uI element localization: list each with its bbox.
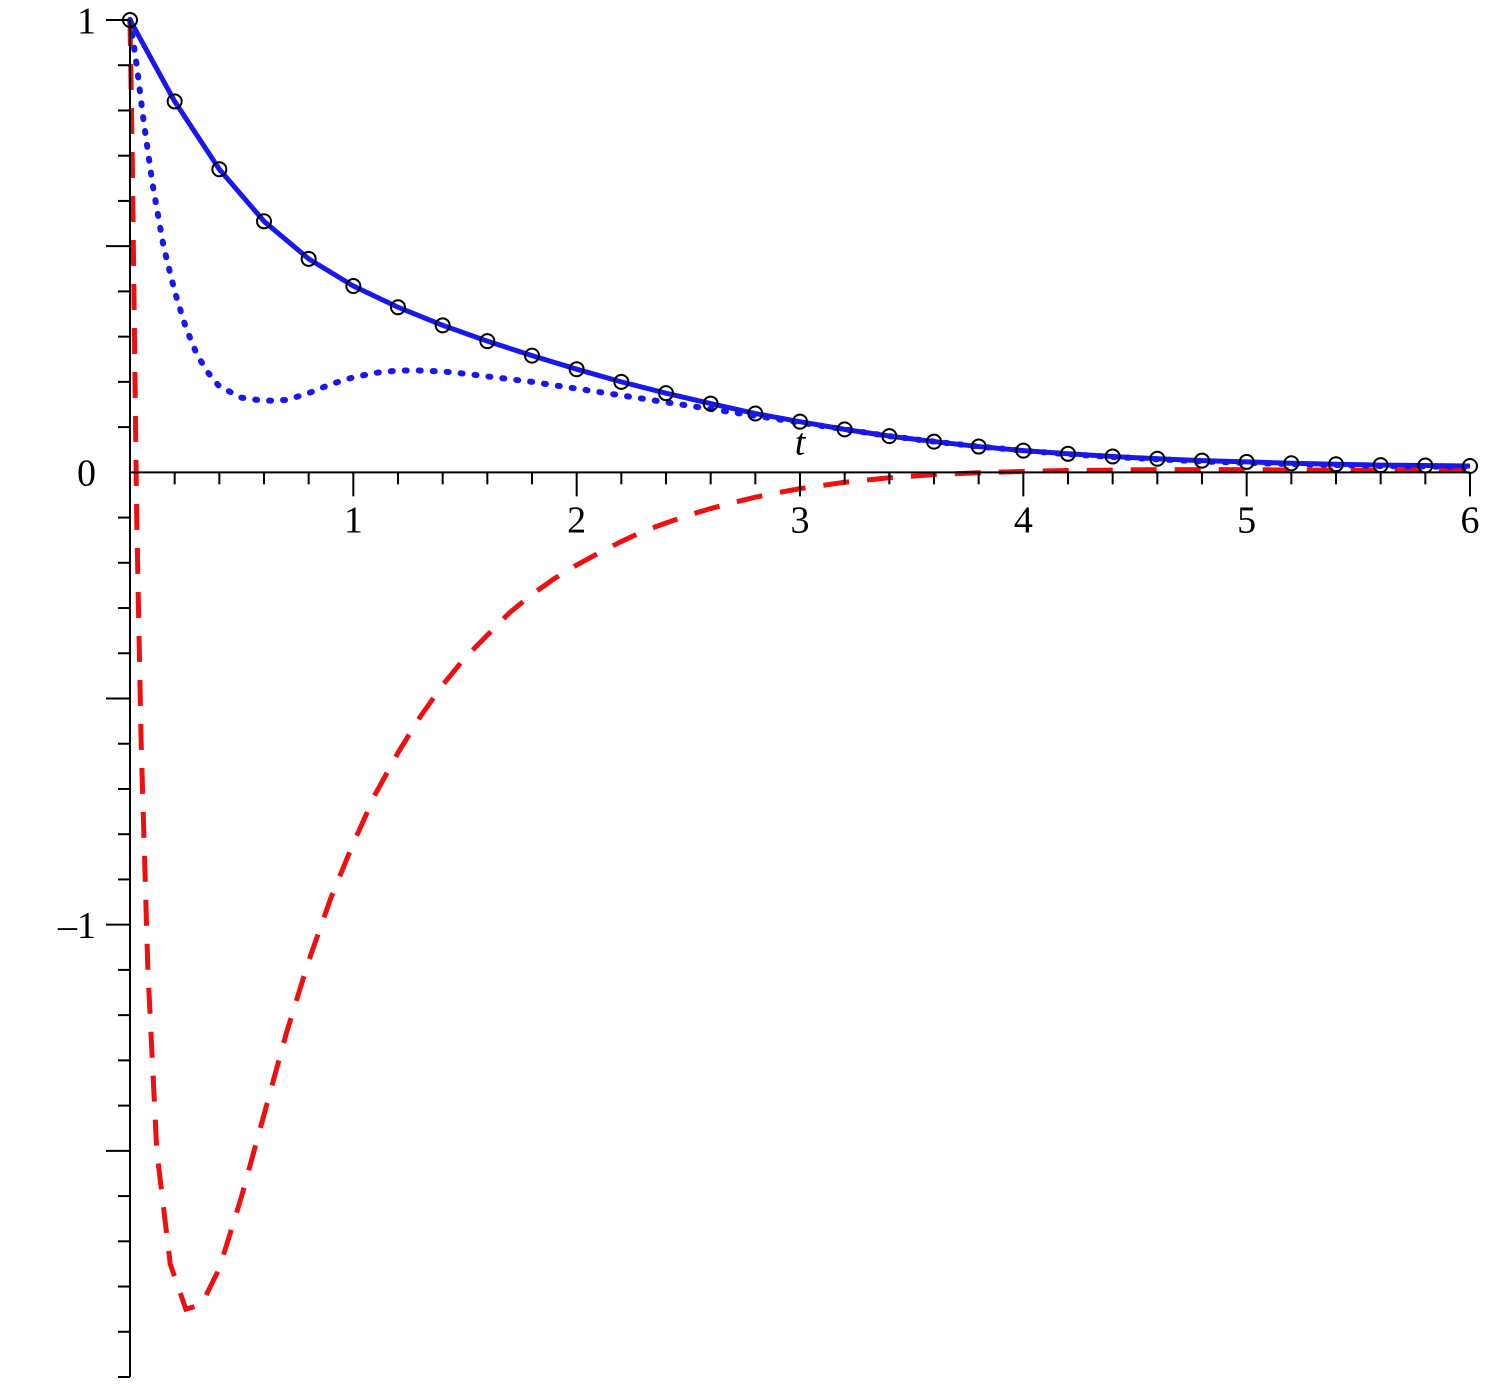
y-tick-label: 1 — [77, 0, 96, 42]
x-tick-label: 1 — [344, 499, 363, 541]
x-tick-label: 4 — [1014, 499, 1033, 541]
chart-container: 1 2 3 4 5 6 t –1 0 1 — [0, 0, 1491, 1397]
x-tick-label: 3 — [791, 499, 810, 541]
x-tick-label: 5 — [1237, 499, 1256, 541]
x-tick-label: 2 — [567, 499, 586, 541]
chart-svg: 1 2 3 4 5 6 t –1 0 1 — [0, 0, 1491, 1397]
x-axis-label: t — [795, 421, 807, 463]
y-tick-label: 0 — [77, 453, 96, 495]
x-tick-label: 6 — [1461, 499, 1480, 541]
y-tick-label: –1 — [57, 905, 96, 947]
